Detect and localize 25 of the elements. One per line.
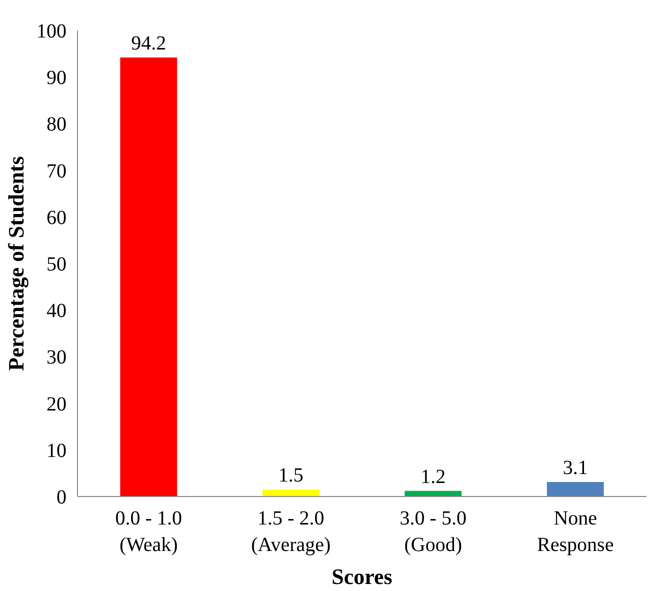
bar [120, 58, 178, 496]
data-label: 3.1 [562, 457, 588, 480]
y-tick-label: 100 [36, 20, 66, 42]
y-tick-label: 80 [46, 114, 66, 136]
x-axis-title: Scores [332, 564, 393, 589]
y-tick-label: 10 [46, 440, 66, 462]
data-label: 94.2 [131, 32, 166, 55]
y-tick-label: 40 [46, 300, 66, 322]
x-tick-label: 3.0 - 5.0 (Good) [400, 508, 466, 556]
y-tick-label: 20 [46, 393, 66, 416]
bar [404, 490, 462, 496]
bar [546, 482, 604, 496]
y-tick-label: 70 [46, 160, 66, 182]
bar [262, 490, 320, 496]
x-tick-label: 1.5 - 2.0 (Average) [251, 508, 331, 556]
data-label: 1.2 [420, 466, 446, 488]
y-tick-label: 30 [46, 346, 66, 369]
x-tick-label: 0.0 - 1.0 (Weak) [115, 508, 182, 556]
x-tick-label: None Response [537, 508, 614, 556]
y-axis-title: Percentage of Students [4, 156, 28, 371]
y-tick-label: 50 [46, 254, 66, 276]
y-tick-label: 60 [46, 206, 66, 229]
data-label: 1.5 [278, 464, 304, 487]
y-tick-label: 0 [56, 486, 66, 508]
y-tick-label: 90 [46, 67, 66, 90]
